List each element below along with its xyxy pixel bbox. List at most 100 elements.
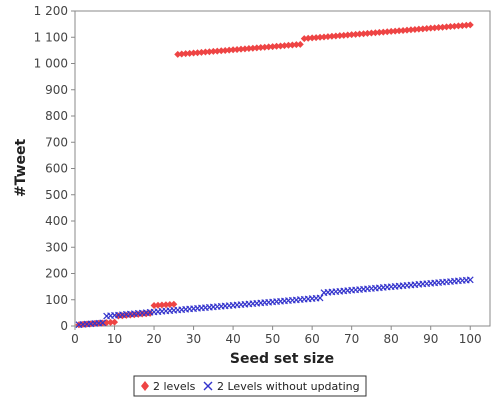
y-tick-label: 300 xyxy=(45,240,68,254)
data-point xyxy=(229,46,237,54)
data-point xyxy=(332,32,340,40)
data-point xyxy=(431,24,439,32)
y-tick-label: 1 100 xyxy=(34,30,68,44)
data-point xyxy=(194,49,202,57)
y-axis: 0 100 200 300 400 500 600 700 800 900 1 000 1 100 1 … xyxy=(34,4,75,333)
data-point xyxy=(466,276,474,284)
data-point xyxy=(253,44,261,52)
data-point xyxy=(387,27,395,35)
data-point xyxy=(265,43,273,51)
x-tick-label: 20 xyxy=(146,332,161,346)
data-point xyxy=(288,41,296,49)
data-point xyxy=(423,24,431,32)
data-point xyxy=(166,300,174,308)
x-tick-label: 100 xyxy=(459,332,482,346)
data-point xyxy=(182,50,190,58)
data-point xyxy=(391,27,399,35)
data-point xyxy=(269,43,277,51)
data-point xyxy=(217,47,225,55)
legend-marker-2-levels xyxy=(141,381,149,391)
data-point xyxy=(277,42,285,50)
series-layer xyxy=(75,21,474,329)
data-point xyxy=(237,45,245,53)
data-point xyxy=(205,48,213,56)
data-point xyxy=(316,294,324,302)
y-tick-label: 200 xyxy=(45,267,68,281)
data-point xyxy=(201,48,209,56)
data-point xyxy=(273,42,281,50)
data-point xyxy=(427,24,435,32)
x-tick-label: 10 xyxy=(107,332,122,346)
data-point xyxy=(209,47,217,55)
data-point xyxy=(292,41,300,49)
data-point xyxy=(162,301,170,309)
data-point xyxy=(186,49,194,57)
data-point xyxy=(336,32,344,40)
x-tick-label: 30 xyxy=(186,332,201,346)
data-point xyxy=(411,25,419,33)
y-tick-label: 400 xyxy=(45,214,68,228)
series-1 xyxy=(75,21,474,329)
plot-area xyxy=(74,10,491,327)
data-point xyxy=(280,42,288,50)
data-point xyxy=(363,29,371,37)
data-point xyxy=(360,30,368,38)
data-point xyxy=(158,301,166,309)
legend-box xyxy=(133,375,367,397)
y-tick-label: 1 000 xyxy=(34,57,68,71)
data-point xyxy=(328,32,336,40)
data-point xyxy=(126,311,134,319)
y-axis-title: #Tweet xyxy=(13,139,29,198)
data-point xyxy=(340,31,348,39)
data-point xyxy=(178,50,186,58)
series-2 xyxy=(75,276,474,329)
data-point xyxy=(308,34,316,42)
data-point xyxy=(241,45,249,53)
data-point xyxy=(154,301,162,309)
data-point xyxy=(399,26,407,34)
data-point xyxy=(435,24,443,32)
data-point xyxy=(150,302,158,310)
data-point xyxy=(213,47,221,55)
data-point xyxy=(348,31,356,39)
data-point xyxy=(450,22,458,30)
data-point xyxy=(466,21,474,29)
data-point xyxy=(249,44,257,52)
data-point xyxy=(352,30,360,38)
x-tick-label: 40 xyxy=(225,332,240,346)
data-point xyxy=(462,21,470,29)
data-point xyxy=(225,46,233,54)
data-point xyxy=(197,48,205,56)
data-point xyxy=(344,31,352,39)
x-tick-label: 60 xyxy=(305,332,320,346)
x-tick-label: 80 xyxy=(384,332,399,346)
data-point xyxy=(257,44,265,52)
data-point xyxy=(439,23,447,31)
y-tick-label: 0 xyxy=(60,319,68,333)
data-point xyxy=(383,28,391,36)
y-tick-label: 700 xyxy=(45,135,68,149)
data-point xyxy=(99,319,107,327)
data-point xyxy=(324,33,332,41)
data-point xyxy=(304,34,312,42)
x-tick-label: 0 xyxy=(71,332,79,346)
x-axis-title: Seed set size xyxy=(230,351,334,367)
data-point xyxy=(233,45,241,53)
data-point xyxy=(111,318,119,326)
data-point xyxy=(379,28,387,36)
data-point xyxy=(320,33,328,41)
y-tick-label: 1 200 xyxy=(34,4,68,18)
y-tick-label: 800 xyxy=(45,109,68,123)
data-point xyxy=(174,50,182,58)
legend-label-2-levels-without-updating: 2 Levels without updating xyxy=(217,380,360,393)
x-tick-label: 90 xyxy=(423,332,438,346)
data-point xyxy=(371,29,379,37)
data-point xyxy=(300,35,308,43)
data-point xyxy=(454,22,462,30)
data-point xyxy=(107,318,115,326)
data-point xyxy=(403,26,411,34)
data-point xyxy=(312,34,320,42)
data-point xyxy=(367,29,375,37)
data-point xyxy=(419,25,427,33)
